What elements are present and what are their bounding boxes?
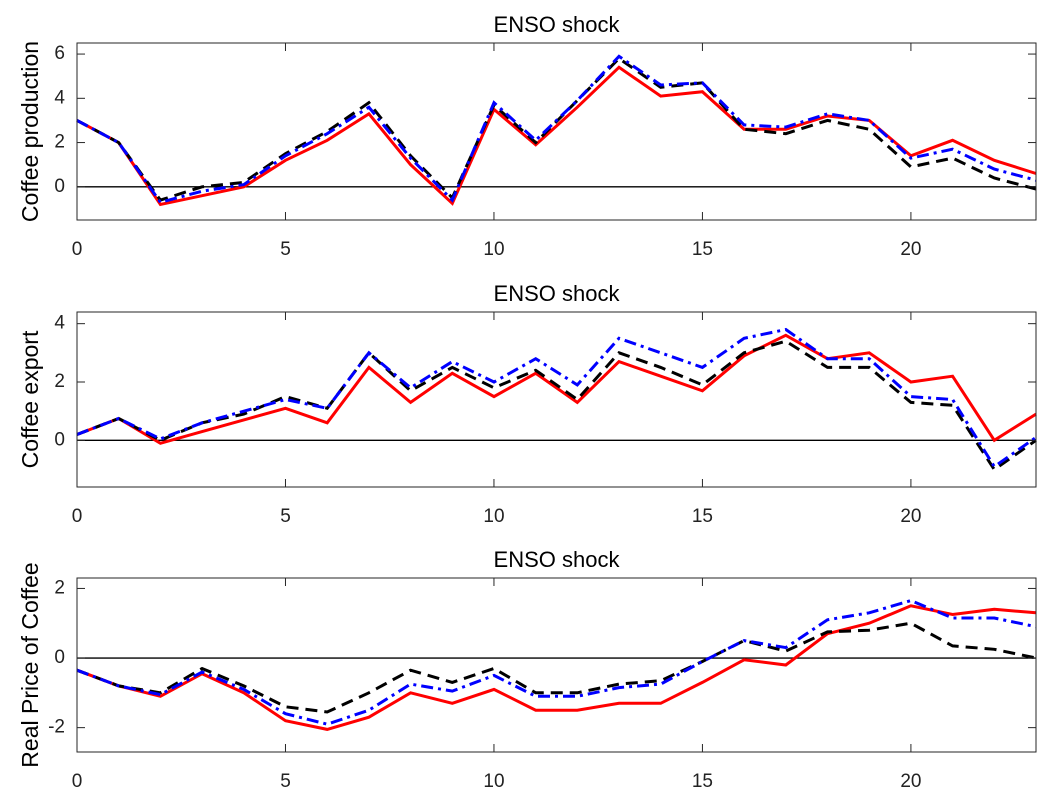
x-tick-label: 20 bbox=[900, 506, 921, 527]
axes-box bbox=[76, 311, 1037, 488]
series-line bbox=[76, 65, 1037, 207]
x-tick-label: 5 bbox=[280, 239, 291, 260]
x-tick-label: 15 bbox=[692, 771, 713, 792]
y-tick-label: 4 bbox=[54, 313, 65, 334]
x-tick-label: 0 bbox=[72, 506, 83, 527]
y-axis-label: Real Price of Coffee bbox=[17, 562, 43, 767]
series-line bbox=[76, 599, 1037, 726]
subplot: 0 5 10 15 20 0 2 4 6 ENSO shock Coffee production bbox=[17, 12, 1037, 260]
x-tick-label: 20 bbox=[900, 239, 921, 260]
axes-box bbox=[76, 577, 1037, 753]
series-line bbox=[76, 621, 1037, 714]
series-line bbox=[76, 333, 1037, 445]
x-tick-label: 10 bbox=[483, 506, 504, 527]
x-tick-label: 10 bbox=[483, 239, 504, 260]
axes-box bbox=[76, 42, 1037, 221]
x-tick-label: 10 bbox=[483, 771, 504, 792]
plot-area bbox=[77, 312, 1036, 487]
series-line bbox=[76, 604, 1037, 731]
series-line bbox=[76, 54, 1037, 205]
y-axis-label: Coffee production bbox=[17, 41, 43, 222]
chart-title: ENSO shock bbox=[494, 281, 621, 306]
x-tick-label: 20 bbox=[900, 771, 921, 792]
x-tick-label: 0 bbox=[72, 239, 83, 260]
subplot: 0 5 10 15 20 0 2 4 ENSO shock Coffee export bbox=[17, 281, 1037, 527]
x-tick-label: 15 bbox=[692, 506, 713, 527]
y-tick-label: 2 bbox=[54, 577, 65, 598]
y-tick-label: 2 bbox=[54, 132, 65, 153]
subplot: 0 5 10 15 20 -2 0 2 ENSO shock Real Price of Coff… bbox=[17, 547, 1037, 792]
y-axis-label: Coffee export bbox=[17, 330, 43, 468]
y-tick-label: 0 bbox=[54, 429, 65, 450]
series-line bbox=[76, 339, 1037, 472]
y-tick-label: 4 bbox=[54, 87, 65, 108]
plot-area bbox=[77, 43, 1036, 220]
y-tick-label: 0 bbox=[54, 647, 65, 668]
x-tick-label: 5 bbox=[280, 771, 291, 792]
x-tick-label: 5 bbox=[280, 506, 291, 527]
x-tick-label: 15 bbox=[692, 239, 713, 260]
series-line bbox=[76, 327, 1037, 469]
x-tick-label: 0 bbox=[72, 771, 83, 792]
plot-area bbox=[77, 578, 1036, 752]
y-tick-label: 6 bbox=[54, 43, 65, 64]
chart-title: ENSO shock bbox=[494, 547, 621, 572]
y-tick-label: 2 bbox=[54, 371, 65, 392]
chart-title: ENSO shock bbox=[494, 12, 621, 37]
y-tick-label: -2 bbox=[48, 717, 65, 738]
y-tick-label: 0 bbox=[54, 176, 65, 197]
